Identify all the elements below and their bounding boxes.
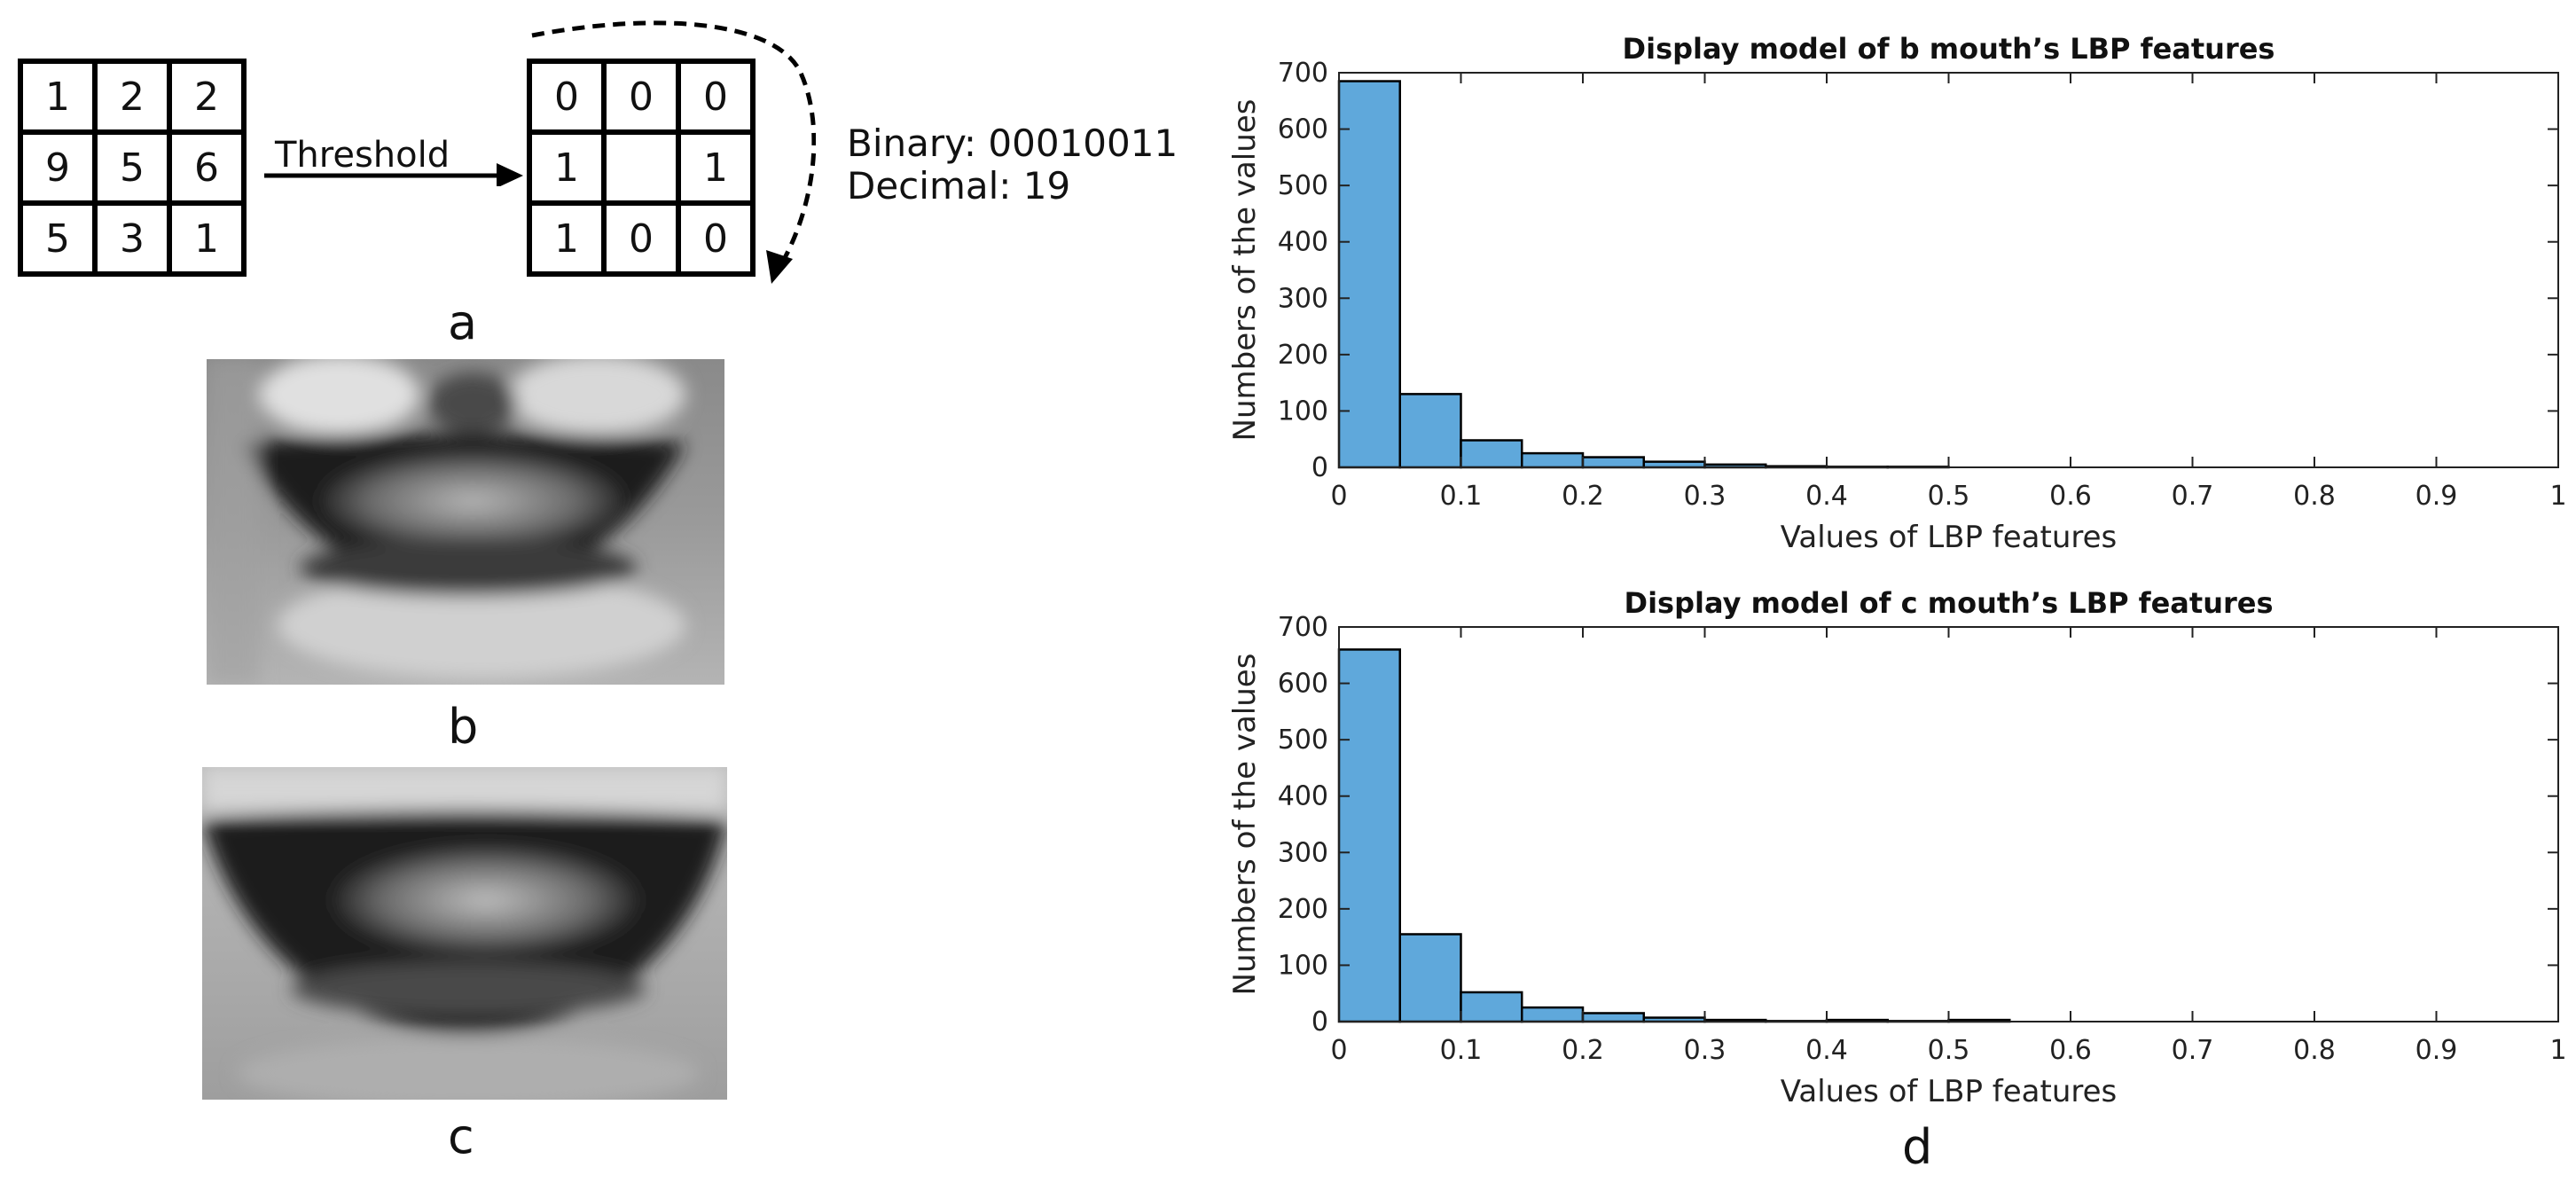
- input-grid: 1 2 2 9 5 6 5 3 1: [18, 59, 247, 277]
- grid-cell: 6: [172, 135, 241, 200]
- x-tick-label: 0.5: [1928, 1035, 1970, 1066]
- y-tick-label: 400: [1278, 781, 1328, 812]
- x-tick-label: 0.4: [1805, 1035, 1848, 1066]
- histogram-bar: [1460, 991, 1523, 1023]
- x-tick-label: 0.5: [1928, 481, 1970, 512]
- grid-cell: 3: [98, 206, 167, 271]
- x-tick-label: 0.6: [2049, 481, 2092, 512]
- histogram-bar: [1337, 80, 1401, 469]
- grid-cell: 0: [607, 206, 676, 271]
- decimal-text: Decimal: 19: [847, 164, 1071, 208]
- grid-cell: 0: [681, 206, 750, 271]
- x-tick-label: 0.9: [2415, 481, 2458, 512]
- x-tick-label: 0.2: [1562, 1035, 1604, 1066]
- axes-box: [1338, 626, 2559, 1022]
- x-tick-label: 1: [2549, 1035, 2566, 1066]
- dashed-curve-arrow: [531, 20, 816, 284]
- grid-cell: 9: [23, 135, 92, 200]
- x-tick-label: 0.9: [2415, 1035, 2458, 1066]
- y-tick-label: 400: [1278, 227, 1328, 258]
- histogram-bar: [1398, 933, 1462, 1023]
- y-tick-label: 300: [1278, 837, 1328, 868]
- x-tick-label: 0.2: [1562, 481, 1604, 512]
- x-tick-label: 0: [1330, 481, 1347, 512]
- axes-box: [1338, 72, 2559, 468]
- y-tick-label: 0: [1311, 452, 1328, 483]
- x-tick-label: 0.1: [1440, 481, 1483, 512]
- x-axis-label: Values of LBP features: [1781, 520, 2118, 555]
- threshold-grid: 0 0 0 1 1 1 0 0: [527, 59, 756, 277]
- y-tick-label: 500: [1278, 170, 1328, 201]
- x-axis-label: Values of LBP features: [1781, 1074, 2118, 1109]
- y-tick-label: 0: [1311, 1007, 1328, 1038]
- y-tick-label: 600: [1278, 114, 1328, 145]
- histogram-b: Display model of b mouth’s LBP features 0…: [1227, 32, 2567, 555]
- grid-cell: 1: [172, 206, 241, 271]
- mouth-image-c: [202, 767, 727, 1100]
- threshold-arrow: [264, 163, 523, 186]
- panel-label-b: b: [448, 699, 479, 755]
- grid-cell: 2: [98, 64, 167, 129]
- panel-label-c: c: [448, 1109, 474, 1164]
- y-tick-label: 100: [1278, 950, 1328, 981]
- x-tick-label: 0.4: [1805, 481, 1848, 512]
- x-tick-label: 0.8: [2293, 481, 2336, 512]
- mouth-image-b: [207, 359, 724, 685]
- histogram-bar: [1581, 1012, 1645, 1023]
- grid-cell: 1: [23, 64, 92, 129]
- histogram-bar: [1521, 1006, 1585, 1023]
- y-tick-label: 200: [1278, 894, 1328, 925]
- grid-cell: 0: [681, 64, 750, 129]
- binary-info: Binary: 00010011 Decimal: 19: [847, 122, 1178, 208]
- x-tick-label: 0: [1330, 1035, 1347, 1066]
- y-axis-label: Numbers of the values: [1227, 654, 1263, 996]
- histogram-bar: [1460, 439, 1523, 469]
- grid-cell: 5: [98, 135, 167, 200]
- x-tick-label: 0.7: [2172, 1035, 2214, 1066]
- chart-title: Display model of c mouth’s LBP features: [1625, 586, 2274, 620]
- histogram-bar: [1581, 456, 1645, 469]
- grid-cell: 2: [172, 64, 241, 129]
- binary-text: Binary: 00010011: [847, 121, 1178, 165]
- grid-cell: 0: [607, 64, 676, 129]
- y-tick-label: 300: [1278, 283, 1328, 314]
- y-tick-label: 700: [1278, 58, 1328, 89]
- x-tick-label: 0.3: [1684, 481, 1726, 512]
- chart-title: Display model of b mouth’s LBP features: [1623, 32, 2275, 66]
- grid-cell: 0: [532, 64, 601, 129]
- threshold-label: Threshold: [275, 135, 450, 176]
- x-tick-label: 0.3: [1684, 1035, 1726, 1066]
- histogram-bar: [1398, 393, 1462, 469]
- x-tick-label: 0.6: [2049, 1035, 2092, 1066]
- y-tick-label: 600: [1278, 669, 1328, 700]
- histogram-bar: [1521, 451, 1585, 469]
- y-tick-label: 500: [1278, 725, 1328, 756]
- y-tick-label: 100: [1278, 396, 1328, 427]
- x-tick-label: 0.1: [1440, 1035, 1483, 1066]
- x-tick-label: 1: [2549, 481, 2566, 512]
- y-tick-label: 700: [1278, 612, 1328, 643]
- grid-cell: 1: [532, 206, 601, 271]
- grid-cell: 1: [681, 135, 750, 200]
- panel-label-d: d: [1902, 1119, 1933, 1175]
- grid-cell: 5: [23, 206, 92, 271]
- y-tick-label: 200: [1278, 340, 1328, 371]
- grid-cell: [607, 135, 676, 200]
- x-tick-label: 0.7: [2172, 481, 2214, 512]
- panel-label-a: a: [448, 294, 478, 350]
- grid-cell: 1: [532, 135, 601, 200]
- y-axis-label: Numbers of the values: [1227, 99, 1263, 442]
- x-tick-label: 0.8: [2293, 1035, 2336, 1066]
- histogram-c: Display model of c mouth’s LBP features 0…: [1227, 586, 2567, 1109]
